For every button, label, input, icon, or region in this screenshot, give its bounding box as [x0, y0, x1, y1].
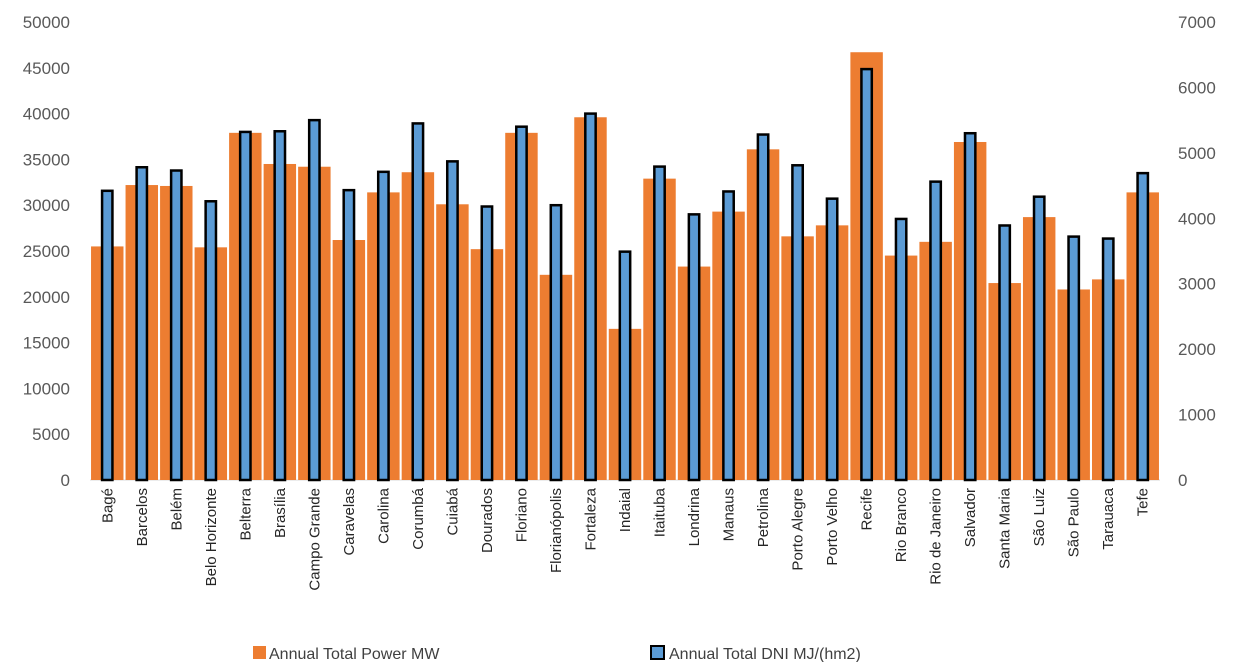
right-tick-label: 7000: [1178, 13, 1216, 32]
legend-label-power: Annual Total Power MW: [269, 646, 440, 662]
category-label: Dourados: [479, 488, 496, 553]
category-label: Brasília: [272, 487, 289, 538]
bar-dni: [1032, 195, 1046, 482]
left-axis-ticks: 0 5000 10000 15000 20000 25000 30000 35000 40000…: [23, 13, 70, 490]
left-tick-label: 30000: [23, 196, 70, 215]
bar-dni: [756, 133, 770, 482]
category-label: Salvador: [962, 488, 979, 547]
bar-dni: [549, 203, 563, 482]
bar-dni: [1101, 237, 1115, 482]
right-axis-ticks: 0 1000 2000 3000 4000 5000 6000 7000: [1178, 13, 1216, 490]
bar-dni: [687, 213, 701, 482]
right-tick-label: 4000: [1178, 209, 1216, 228]
bar-dni: [238, 130, 252, 482]
category-label: Belterra: [237, 487, 254, 540]
bar-dni: [445, 160, 459, 482]
left-tick-label: 25000: [23, 242, 70, 261]
right-tick-label: 1000: [1178, 406, 1216, 425]
bar-dni: [204, 200, 218, 482]
legend-label-dni: Annual Total DNI MJ/(hm2): [669, 646, 861, 662]
category-label: Barcelos: [134, 488, 151, 546]
legend-item-dni: Annual Total DNI MJ/(hm2): [650, 645, 861, 662]
right-tick-label: 2000: [1178, 340, 1216, 359]
category-label: Carolina: [375, 487, 392, 544]
left-tick-label: 10000: [23, 379, 70, 398]
left-tick-label: 5000: [32, 425, 70, 444]
left-tick-label: 45000: [23, 59, 70, 78]
bar-dni: [825, 197, 839, 482]
bar-dni: [342, 188, 356, 482]
category-label: Tarauaca: [1100, 487, 1117, 549]
category-label: Cuiabá: [444, 487, 461, 535]
bar-dni: [653, 165, 666, 482]
category-label: Santa Maria: [997, 487, 1014, 569]
category-label: Fortaleza: [582, 487, 599, 550]
right-tick-label: 3000: [1178, 275, 1216, 294]
category-label: Florianópolis: [548, 488, 565, 573]
legend-swatch-power: [253, 646, 266, 659]
left-tick-label: 15000: [23, 334, 70, 353]
bar-dni: [480, 205, 494, 482]
right-tick-label: 0: [1178, 471, 1187, 490]
bar-dni: [1067, 235, 1081, 482]
left-tick-label: 50000: [23, 13, 70, 32]
right-tick-label: 5000: [1178, 144, 1216, 163]
category-label: São Luiz: [1031, 488, 1048, 546]
bar-dni: [618, 250, 632, 482]
category-labels: Bagé Barcelos Belém Belo Horizonte Belterra B…: [99, 487, 1151, 590]
category-label: Campo Grande: [306, 488, 323, 591]
bar-dni: [722, 190, 735, 482]
category-label: Londrina: [686, 487, 703, 546]
left-tick-label: 35000: [23, 150, 70, 169]
category-label: Recife: [859, 488, 876, 531]
bar-dni: [307, 118, 321, 482]
category-label: Rio Branco: [893, 488, 910, 562]
bar-dni: [998, 224, 1012, 482]
legend-item-power: Annual Total Power MW: [253, 646, 440, 662]
left-tick-label: 20000: [23, 288, 70, 307]
category-label: Floriano: [513, 488, 530, 542]
category-label: Manaus: [721, 488, 738, 541]
category-label: Tefe: [1135, 488, 1152, 516]
category-label: Petrolina: [755, 487, 772, 547]
category-label: Rio de Janeiro: [928, 488, 945, 585]
bar-dni: [1136, 171, 1150, 482]
category-label: Belém: [168, 488, 185, 531]
bar-dni: [100, 189, 114, 482]
category-label: Porto Velho: [824, 488, 841, 566]
bar-dni: [515, 125, 528, 482]
bar-dni: [376, 170, 390, 482]
bar-dni: [791, 164, 805, 482]
bar-dni: [411, 122, 425, 482]
bar-dni: [584, 112, 597, 482]
left-tick-label: 40000: [23, 105, 70, 124]
right-tick-label: 6000: [1178, 78, 1216, 97]
category-label: Belo Horizonte: [203, 488, 220, 586]
bar-dni: [963, 131, 977, 482]
bar-dni: [169, 169, 183, 482]
bar-dni: [273, 130, 287, 482]
legend: Annual Total Power MW Annual Total DNI M…: [253, 645, 861, 662]
category-label: Caravelas: [341, 488, 358, 556]
left-tick-label: 0: [61, 471, 70, 490]
bar-dni: [894, 217, 908, 482]
category-label: Itaituba: [652, 487, 669, 537]
category-label: Porto Alegre: [790, 488, 807, 571]
legend-swatch-dni: [650, 645, 665, 660]
category-label: Corumbá: [410, 487, 427, 549]
bar-dni: [135, 166, 149, 482]
category-label: São Paulo: [1066, 488, 1083, 557]
series-annual-total-dni: [100, 67, 1150, 482]
bar-dni: [860, 67, 874, 482]
bar-dni: [929, 180, 943, 482]
category-label: Indaial: [617, 488, 634, 532]
category-label: Bagé: [99, 488, 116, 523]
